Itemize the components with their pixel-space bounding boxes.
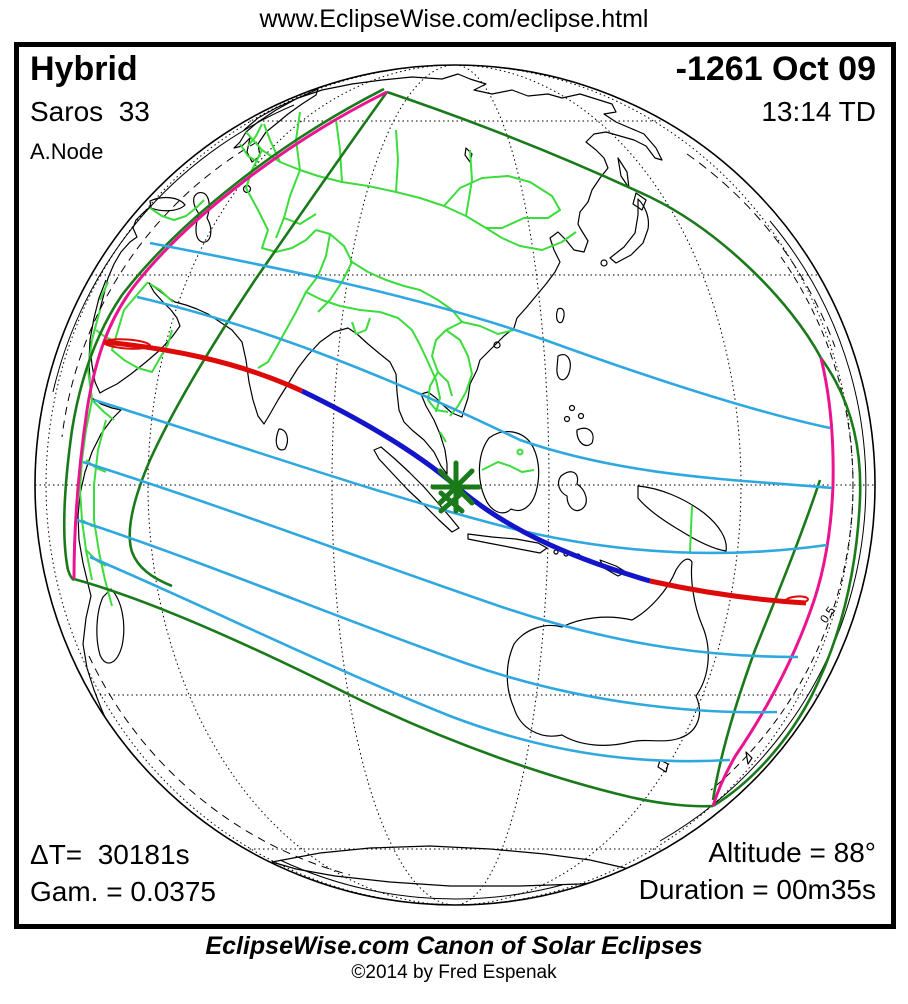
saros-number: Saros 33 [30, 96, 150, 127]
node-type: A.Node [30, 139, 104, 164]
gamma-value: Gam. = 0.0375 [30, 876, 217, 907]
copyright: ©2014 by Fred Espenak [351, 962, 557, 983]
eclipse-time: 13:14 TD [761, 96, 876, 127]
duration-value: Duration = 00m35s [638, 874, 876, 905]
map-frame [14, 42, 896, 929]
rise-set-curves [72, 90, 835, 807]
delta-t-value: ΔT= 30181s [30, 839, 190, 870]
eclipse-date: -1261 Oct 09 [675, 50, 876, 88]
canon-title: EclipseWise.com Canon of Solar Eclipses [205, 932, 703, 960]
contact-curves [52, 104, 867, 900]
central-path-annular [103, 338, 809, 606]
altitude-value: Altitude = 88° [708, 837, 876, 868]
time-contours [76, 241, 833, 763]
greatest-eclipse-marker [430, 460, 482, 514]
penumbral-limit-lines [63, 87, 862, 808]
site-url: www.EclipseWise.com/eclipse.html [259, 5, 649, 33]
eclipse-type: Hybrid [30, 50, 138, 88]
